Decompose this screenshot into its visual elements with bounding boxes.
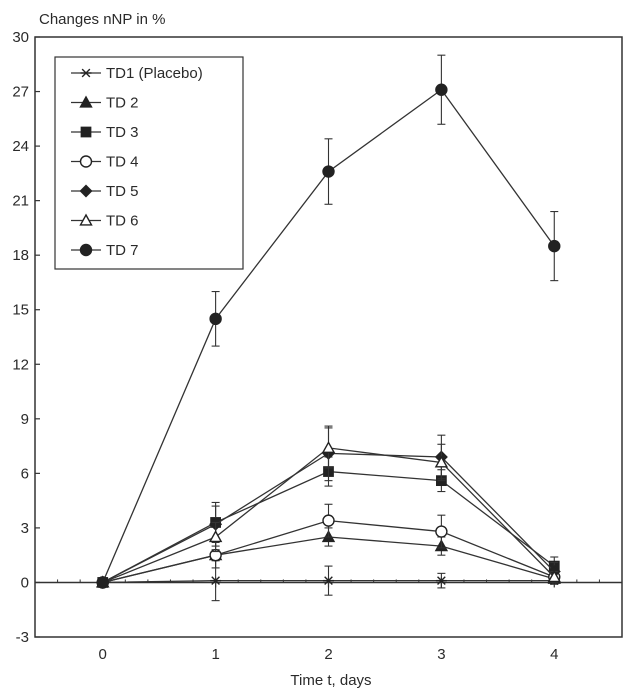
data-point bbox=[547, 570, 561, 583]
legend-item: TD1 (Placebo) bbox=[71, 65, 203, 82]
legend-label: TD 2 bbox=[106, 95, 139, 112]
legend-item: TD 3 bbox=[71, 124, 139, 141]
y-tick-label: 9 bbox=[21, 411, 29, 428]
legend-item: TD 2 bbox=[71, 95, 139, 112]
series-layer bbox=[96, 54, 561, 602]
y-tick-label: 0 bbox=[21, 574, 29, 591]
data-point bbox=[323, 576, 334, 585]
legend-marker bbox=[79, 95, 93, 108]
data-point bbox=[435, 576, 447, 585]
legend-label: TD 4 bbox=[106, 154, 139, 171]
y-tick-label: 30 bbox=[12, 29, 29, 46]
plot-frame bbox=[34, 36, 623, 638]
data-point bbox=[322, 165, 335, 178]
y-tick-label: 6 bbox=[21, 465, 29, 482]
y-tick-label: 15 bbox=[12, 302, 29, 319]
x-tick-label: 1 bbox=[211, 646, 219, 663]
data-point bbox=[434, 455, 449, 468]
y-axis-title: Changes nNP in % bbox=[39, 11, 165, 28]
legend-item: TD 4 bbox=[71, 154, 139, 171]
series-6 bbox=[96, 427, 561, 588]
y-tick-label: -3 bbox=[16, 629, 29, 646]
legend-item: TD 7 bbox=[71, 242, 139, 259]
y-axis: -3 0 3 6 9 12 15 18 21 24 27 30 bbox=[12, 29, 40, 646]
legend-label: TD 3 bbox=[106, 124, 139, 141]
legend-label: TD 7 bbox=[106, 242, 139, 259]
y-tick-label: 18 bbox=[12, 247, 29, 264]
x-axis-title: Time t, days bbox=[290, 672, 371, 689]
y-tick-label: 12 bbox=[12, 356, 29, 373]
legend-marker bbox=[79, 155, 93, 168]
data-point bbox=[210, 576, 222, 585]
legend: TD1 (Placebo) TD 2 TD 3 TD 4 TD 5 TD 6 TD 7 bbox=[71, 65, 203, 259]
legend-item: TD 6 bbox=[71, 213, 139, 230]
data-point bbox=[435, 83, 448, 96]
y-tick-label: 27 bbox=[12, 84, 29, 101]
legend-label: TD 5 bbox=[106, 183, 139, 200]
data-point bbox=[208, 530, 223, 543]
x-tick-label: 2 bbox=[324, 646, 332, 663]
x-tick-label: 0 bbox=[99, 646, 107, 663]
legend-marker bbox=[79, 184, 93, 198]
data-point bbox=[548, 239, 561, 253]
legend-label: TD1 (Placebo) bbox=[106, 65, 203, 82]
legend-marker bbox=[79, 213, 93, 226]
x-tick-label: 3 bbox=[437, 646, 445, 663]
data-point bbox=[435, 525, 448, 538]
legend-label: TD 6 bbox=[106, 213, 139, 230]
series-7 bbox=[96, 54, 561, 589]
legend-marker bbox=[80, 126, 92, 138]
data-point bbox=[321, 440, 336, 454]
y-tick-label: 24 bbox=[12, 138, 29, 155]
x-tick-label: 4 bbox=[550, 646, 558, 663]
y-tick-label: 3 bbox=[21, 520, 29, 537]
legend-marker bbox=[79, 243, 93, 257]
data-point bbox=[322, 514, 335, 527]
legend-item: TD 5 bbox=[71, 183, 139, 200]
y-tick-label: 21 bbox=[12, 193, 29, 210]
data-point bbox=[96, 576, 109, 589]
data-point bbox=[209, 312, 222, 326]
legend-marker bbox=[80, 68, 92, 78]
